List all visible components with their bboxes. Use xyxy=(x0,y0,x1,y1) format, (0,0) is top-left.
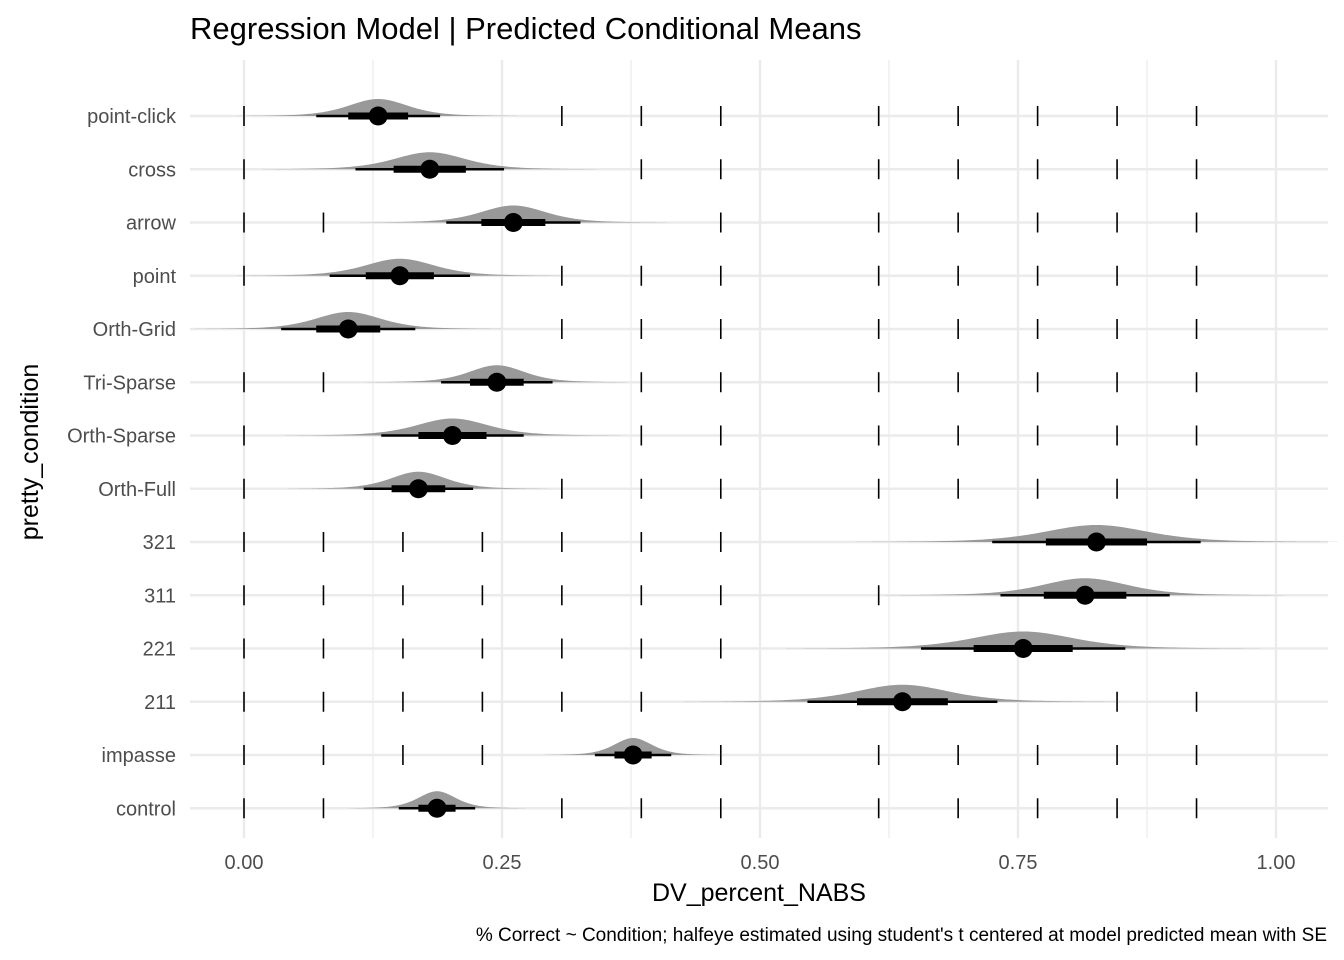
y-tick-label: 221 xyxy=(143,639,176,661)
x-tick-label: 0.50 xyxy=(741,852,780,874)
y-tick-label: Orth-Sparse xyxy=(67,426,176,448)
halfeye-221 xyxy=(786,631,1261,658)
x-axis-title: DV_percent_NABS xyxy=(652,879,866,907)
y-tick-label: Tri-Sparse xyxy=(83,372,176,394)
halfeye-marks xyxy=(194,99,1338,818)
mean-point xyxy=(623,745,643,765)
halfeye-point xyxy=(237,258,563,286)
y-tick-label: arrow xyxy=(126,213,177,235)
x-tick-label: 0.25 xyxy=(483,852,522,874)
mean-point xyxy=(1013,639,1033,658)
mean-point xyxy=(1086,532,1106,552)
mean-point xyxy=(408,479,428,499)
x-tick-label: 0.00 xyxy=(225,852,264,874)
y-tick-label: impasse xyxy=(102,745,176,767)
y-tick-labels: point-click cross arrow point Orth-Grid Tri-S… xyxy=(67,106,177,820)
halfeye-Orth-Sparse xyxy=(285,418,620,445)
mean-point xyxy=(487,372,507,392)
chart-title: Regression Model | Predicted Conditional… xyxy=(190,11,861,46)
mean-point xyxy=(338,319,358,339)
halfeye-cross xyxy=(262,152,597,179)
halfeye-impasse xyxy=(544,738,722,765)
x-tick-labels: 0.00 0.25 0.50 0.75 1.00 xyxy=(225,852,1296,874)
y-tick-label: point-click xyxy=(87,106,177,128)
mean-point xyxy=(892,692,912,712)
y-tick-label: 211 xyxy=(144,692,176,714)
y-tick-label: control xyxy=(116,798,176,820)
mean-point xyxy=(390,266,410,286)
halfeye-control xyxy=(348,791,526,818)
mean-point xyxy=(420,159,440,179)
y-tick-label: Orth-Full xyxy=(98,479,176,501)
mean-point xyxy=(503,213,523,232)
mean-point xyxy=(1075,585,1095,605)
x-tick-label: 0.75 xyxy=(999,852,1038,874)
halfeye-point-click xyxy=(238,99,518,126)
mean-point xyxy=(368,106,388,126)
mean-point xyxy=(427,798,447,818)
y-tick-label: 311 xyxy=(144,585,176,607)
y-axis-title: pretty_condition xyxy=(16,364,44,541)
y-tick-label: 321 xyxy=(143,532,176,554)
halfeye-Orth-Grid xyxy=(194,312,502,339)
x-tick-label: 1.00 xyxy=(1257,852,1296,874)
halfeye-Orth-Full xyxy=(288,471,549,499)
halfeye-Tri-Sparse xyxy=(366,365,627,392)
halfeye-arrow xyxy=(360,205,667,232)
chart-caption: % Correct ~ Condition; halfeye estimated… xyxy=(476,925,1327,946)
halfeye-321 xyxy=(854,525,1338,552)
y-tick-label: point xyxy=(133,266,177,288)
halfeye-211 xyxy=(684,684,1121,712)
halfeye-311 xyxy=(885,578,1285,605)
y-tick-label: cross xyxy=(128,159,176,181)
mean-point xyxy=(442,426,462,445)
y-tick-label: Orth-Grid xyxy=(93,319,176,341)
